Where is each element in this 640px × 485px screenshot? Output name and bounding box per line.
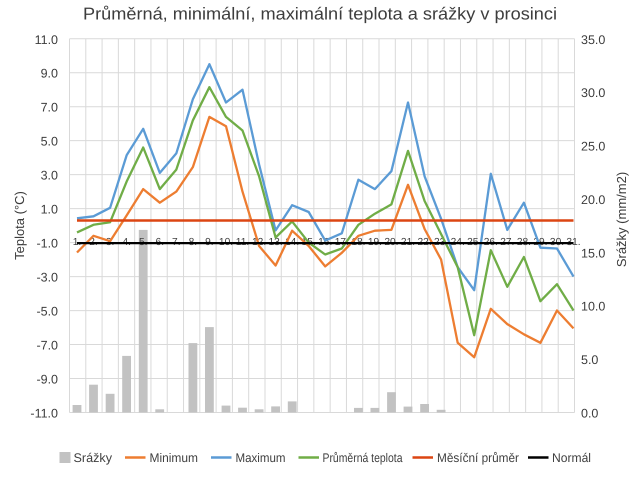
svg-text:25.0: 25.0 [581, 140, 605, 154]
svg-text:Srážky (mm/m2): Srážky (mm/m2) [614, 172, 629, 267]
svg-text:1.0: 1.0 [41, 203, 58, 217]
svg-text:Maximum: Maximum [236, 451, 286, 465]
svg-text:Měsíční průměr: Měsíční průměr [437, 451, 519, 465]
svg-text:-3.0: -3.0 [36, 271, 58, 285]
svg-text:Normál: Normál [552, 451, 591, 465]
svg-text:30.0: 30.0 [581, 86, 605, 100]
svg-text:Průměrná teplota: Průměrná teplota [323, 451, 403, 465]
svg-text:5.0: 5.0 [41, 135, 58, 149]
svg-text:Průměrná, minimální, maximální: Průměrná, minimální, maximální teplota a… [83, 4, 557, 24]
svg-text:-11.0: -11.0 [30, 407, 58, 421]
svg-text:11.0: 11.0 [35, 33, 58, 47]
svg-text:9.0: 9.0 [41, 67, 58, 81]
svg-text:Minimum: Minimum [150, 451, 199, 465]
svg-text:20.0: 20.0 [581, 193, 605, 207]
svg-text:5.0: 5.0 [581, 353, 598, 367]
svg-text:-7.0: -7.0 [36, 339, 58, 353]
svg-text:Teplota (°C): Teplota (°C) [12, 191, 27, 260]
svg-text:10.0: 10.0 [581, 300, 605, 314]
svg-text:7.0: 7.0 [41, 101, 58, 115]
svg-text:0.0: 0.0 [581, 407, 598, 421]
svg-text:-9.0: -9.0 [36, 373, 58, 387]
svg-text:35.0: 35.0 [581, 33, 605, 47]
svg-text:Srážky: Srážky [74, 451, 113, 465]
svg-text:15.0: 15.0 [581, 246, 605, 260]
svg-text:-1.0: -1.0 [36, 237, 58, 251]
svg-text:3.0: 3.0 [41, 169, 58, 183]
svg-text:-5.0: -5.0 [36, 305, 58, 319]
